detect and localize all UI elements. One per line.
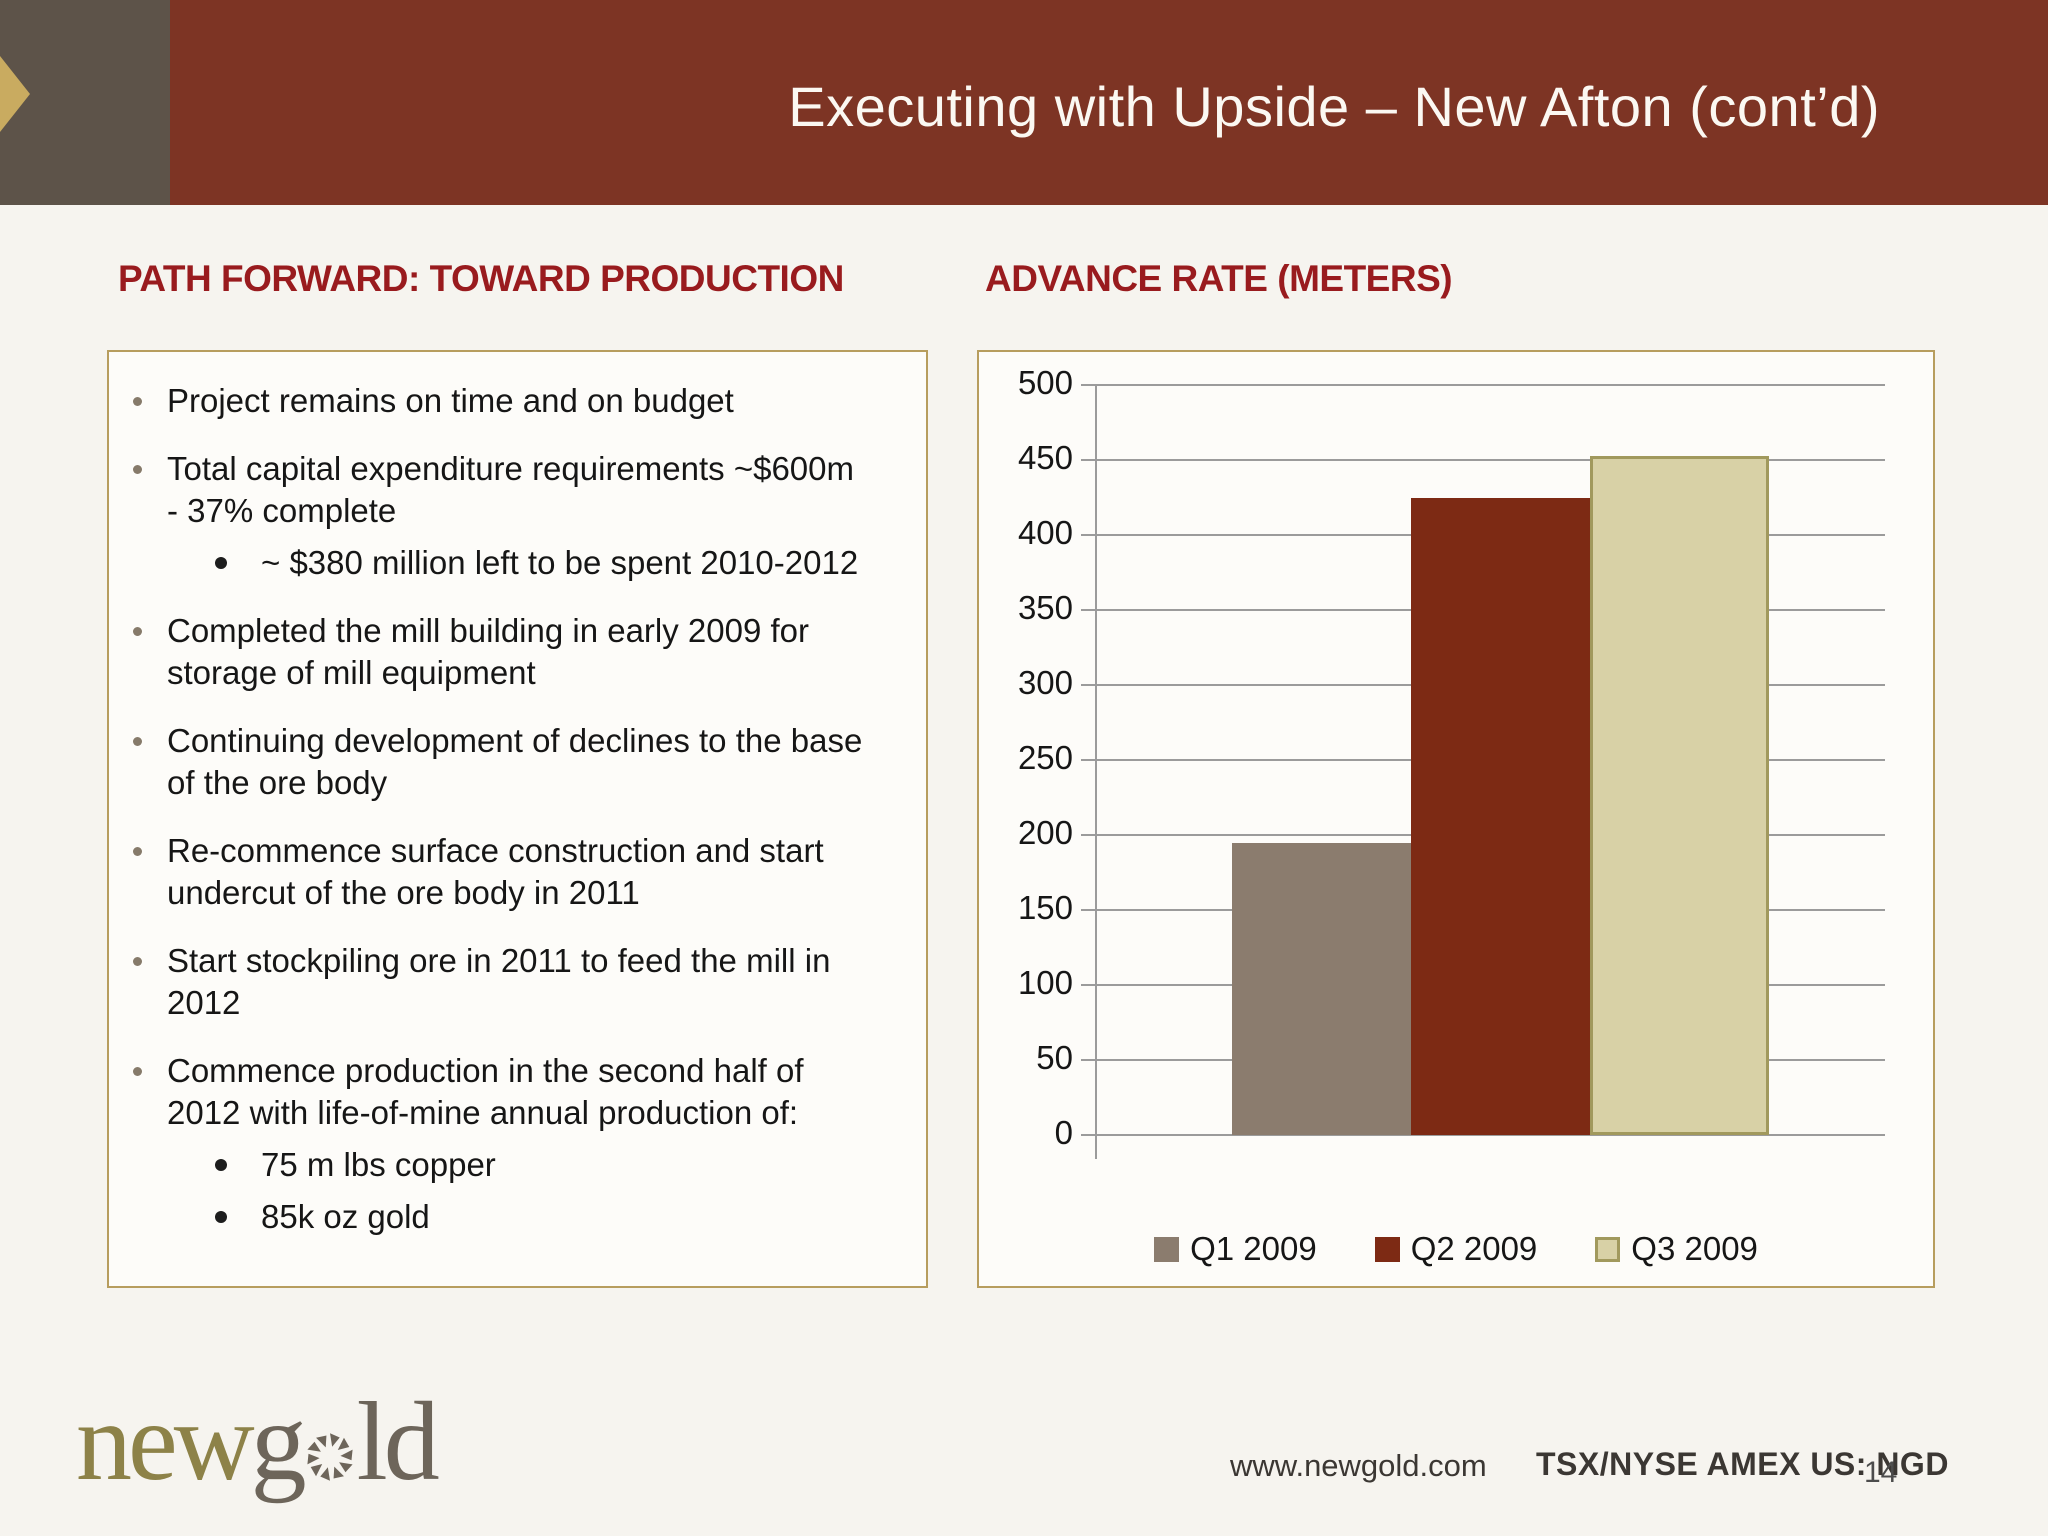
y-axis-tick: [1081, 534, 1095, 536]
legend-swatch-icon: [1595, 1236, 1621, 1262]
y-axis-tick: [1081, 984, 1095, 986]
y-axis: [1095, 385, 1097, 1159]
bullet-item: Commence production in the second half o…: [109, 1050, 910, 1134]
bar-q2-2009: [1410, 497, 1590, 1135]
y-axis-label: 200: [1017, 814, 1073, 851]
chart-legend: Q1 2009 Q2 2009 Q3 2009: [979, 1230, 1933, 1268]
bar-q3-2009: [1589, 455, 1769, 1135]
y-axis-label: 400: [1017, 514, 1073, 551]
bar-q1-2009: [1231, 842, 1411, 1135]
bullet-item: Continuing development of declines to th…: [109, 720, 910, 804]
page-number: 14: [1864, 1456, 1898, 1489]
y-axis-tick: [1081, 459, 1095, 461]
logo-text-new: new: [76, 1380, 255, 1504]
legend-item: Q2 2009: [1374, 1230, 1538, 1268]
y-axis-label: 150: [1017, 889, 1073, 926]
legend-item: Q3 2009: [1595, 1230, 1758, 1268]
y-axis-label: 300: [1017, 664, 1073, 701]
gridline: [1095, 384, 1885, 386]
y-axis-tick: [1081, 384, 1095, 386]
y-axis-tick: [1081, 684, 1095, 686]
legend-label: Q3 2009: [1631, 1230, 1758, 1267]
footer-ticker: TSX/NYSE AMEX US: NGD: [1536, 1446, 1949, 1482]
logo-text-ld: ld: [356, 1380, 440, 1504]
corner-block: [0, 0, 170, 205]
bullet-item: Total capital expenditure requirements ~…: [109, 448, 910, 532]
bullet-list: Project remains on time and on budget Tot…: [109, 352, 926, 1238]
slide-title: Executing with Upside – New Afton (cont’…: [788, 75, 1880, 138]
logo-aperture-icon: [306, 1433, 353, 1481]
footer-website: www.newgold.com: [1230, 1448, 1487, 1483]
legend-item: Q1 2009: [1154, 1230, 1317, 1268]
y-axis-label: 0: [1054, 1114, 1073, 1151]
y-axis-tick: [1081, 909, 1095, 911]
bullet-item: Re-commence surface construction and sta…: [109, 830, 910, 914]
bullet-item: 75 m lbs copper: [109, 1144, 910, 1186]
y-axis-label: 450: [1017, 439, 1073, 476]
y-axis-tick: [1081, 1059, 1095, 1061]
y-axis-tick: [1081, 834, 1095, 836]
header-band: [0, 0, 2048, 205]
legend-label: Q1 2009: [1190, 1230, 1317, 1267]
y-axis-tick: [1081, 759, 1095, 761]
legend-swatch-icon: [1154, 1236, 1180, 1262]
chart-section-heading: ADVANCE RATE (METERS): [985, 258, 1453, 299]
y-axis-tick: [1081, 1134, 1095, 1136]
bullet-item: ~ $380 million left to be spent 2010-201…: [109, 542, 910, 584]
advance-rate-chart: 0 50 100 150 200 250 300 350 400 450 500 Q1 2009 Q2 …: [977, 350, 1935, 1288]
bullet-item: Completed the mill building in early 200…: [109, 610, 910, 694]
y-axis-tick: [1081, 609, 1095, 611]
legend-swatch-icon: [1374, 1236, 1400, 1262]
bullet-item: 85k oz gold: [109, 1196, 910, 1238]
path-forward-panel: Project remains on time and on budget Tot…: [107, 350, 928, 1288]
y-axis-label: 350: [1017, 589, 1073, 626]
y-axis-label: 250: [1017, 739, 1073, 776]
y-axis-label: 50: [1036, 1039, 1073, 1076]
bullet-item: Start stockpiling ore in 2011 to feed th…: [109, 940, 910, 1024]
left-section-heading: PATH FORWARD: TOWARD PRODUCTION: [118, 258, 844, 299]
bullet-item: Project remains on time and on budget: [109, 380, 910, 422]
y-axis-label: 100: [1017, 964, 1073, 1001]
logo-text-g: g: [250, 1380, 307, 1504]
newgold-logo: newg ld: [76, 1378, 440, 1507]
gridline: [1095, 459, 1885, 461]
y-axis-label: 500: [1017, 364, 1073, 401]
legend-label: Q2 2009: [1410, 1230, 1538, 1267]
gridline: [1095, 1134, 1885, 1136]
